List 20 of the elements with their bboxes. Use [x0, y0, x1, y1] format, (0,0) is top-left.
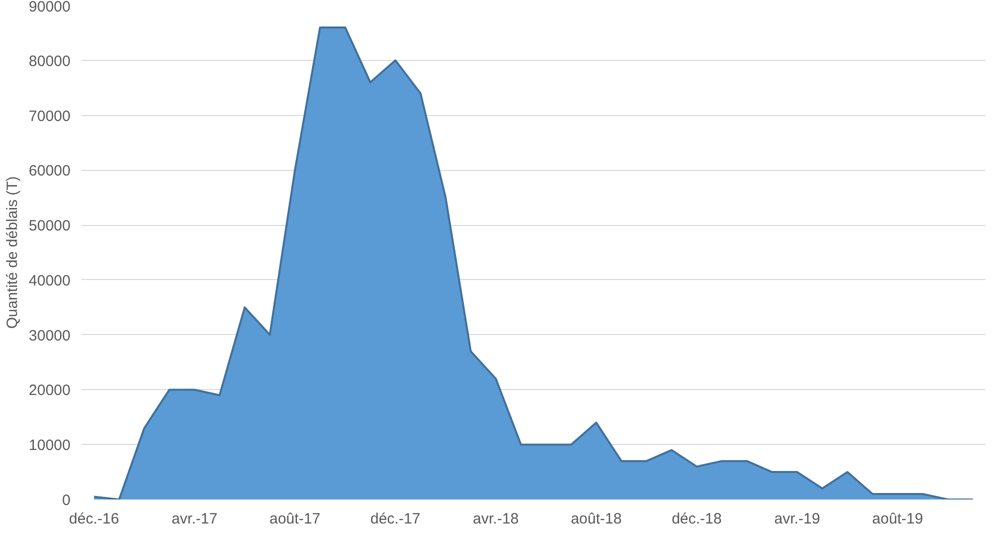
- y-tick-label: 40000: [28, 272, 71, 290]
- x-tick-label: avr.-18: [472, 510, 519, 528]
- x-tick-label: déc.-16: [69, 510, 120, 528]
- y-tick-label: 10000: [28, 437, 71, 454]
- x-tick-label: avr.-17: [172, 510, 218, 528]
- y-tick-label: 30000: [28, 327, 71, 344]
- x-tick-label: déc.-18: [672, 510, 722, 528]
- y-axis-title: Quantité de déblais (T): [4, 176, 21, 329]
- y-tick-label: 20000: [28, 382, 71, 400]
- y-tick-label: 90000: [28, 0, 71, 16]
- x-tick-label: déc.-17: [370, 510, 420, 528]
- y-tick-label: 0: [62, 492, 70, 509]
- x-tick-label: août-18: [570, 510, 622, 528]
- x-tick-label: août-17: [270, 510, 320, 528]
- y-tick-label: 50000: [28, 218, 71, 235]
- y-tick-label: 60000: [28, 162, 71, 180]
- y-tick-label: 70000: [28, 108, 71, 125]
- y-tick-label: 80000: [28, 52, 71, 70]
- x-tick-label: avr.-19: [774, 510, 820, 528]
- x-tick-label: août-19: [872, 510, 924, 528]
